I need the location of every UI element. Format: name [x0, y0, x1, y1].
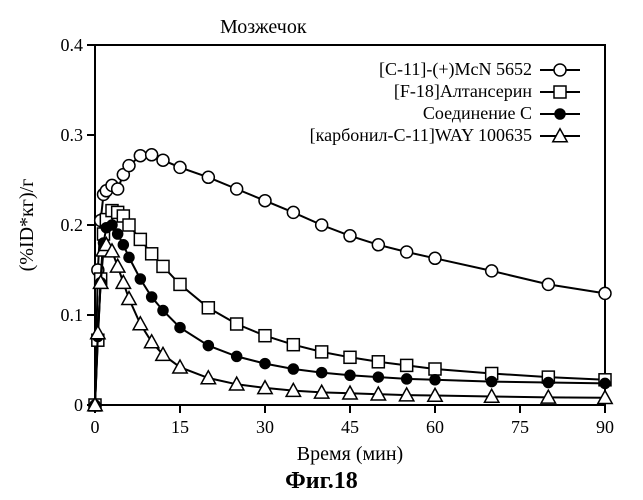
square-marker [287, 339, 299, 351]
square-marker [259, 330, 271, 342]
chart-container: 0 15 30 45 60 75 90 0 0.1 0.2 0.3 0.4 Время (мин) (%I… [0, 0, 643, 500]
circle-filled-marker [345, 370, 355, 380]
x-axis-label: Время (мин) [297, 443, 403, 465]
series-line [95, 155, 605, 405]
circle-filled-marker [600, 378, 610, 388]
square-marker [316, 346, 328, 358]
circle-open-marker [599, 287, 611, 299]
x-tick-label: 0 [91, 417, 100, 437]
circle-open-marker [486, 265, 498, 277]
square-marker [157, 260, 169, 272]
triangle-marker [173, 360, 187, 373]
circle-filled-marker [487, 377, 497, 387]
square-marker [146, 248, 158, 260]
circle-open-marker [134, 150, 146, 162]
circle-filled-marker [430, 375, 440, 385]
circle-open-marker [157, 154, 169, 166]
circle-open-marker [174, 161, 186, 173]
circle-filled-marker [260, 359, 270, 369]
square-marker [554, 86, 566, 98]
circle-filled-marker [158, 306, 168, 316]
circle-open-marker [259, 195, 271, 207]
x-tick-label: 30 [256, 417, 274, 437]
chart-svg: 0 15 30 45 60 75 90 0 0.1 0.2 0.3 0.4 Время (мин) (%I… [0, 0, 643, 500]
legend-label: Соединение C [423, 103, 532, 123]
y-tick-label: 0 [74, 395, 83, 415]
triangle-marker [110, 259, 124, 272]
square-marker [429, 363, 441, 375]
triangle-marker [144, 335, 158, 348]
square-marker [134, 233, 146, 245]
circle-filled-marker [543, 378, 553, 388]
y-tick-label: 0.4 [61, 35, 84, 55]
circle-open-marker [372, 239, 384, 251]
circle-open-marker [401, 246, 413, 258]
square-marker [202, 302, 214, 314]
circle-open-marker [429, 252, 441, 264]
circle-filled-marker [107, 220, 117, 230]
circle-open-marker [542, 278, 554, 290]
figure-caption: Фиг.18 [285, 468, 358, 494]
x-tick-label: 75 [511, 417, 529, 437]
circle-open-marker [123, 160, 135, 172]
triangle-marker [116, 275, 130, 288]
square-marker [123, 219, 135, 231]
legend-label: [F-18]Алтансерин [394, 81, 533, 101]
circle-filled-marker [232, 351, 242, 361]
x-tick-label: 90 [596, 417, 614, 437]
square-marker [401, 359, 413, 371]
circle-filled-marker [175, 323, 185, 333]
square-marker [231, 318, 243, 330]
circle-filled-marker [124, 252, 134, 262]
circle-filled-marker [135, 274, 145, 284]
circle-filled-marker [555, 109, 565, 119]
circle-filled-marker [118, 240, 128, 250]
circle-filled-marker [402, 374, 412, 384]
circle-filled-marker [113, 229, 123, 239]
x-tick-label: 60 [426, 417, 444, 437]
circle-open-marker [554, 64, 566, 76]
circle-open-marker [146, 149, 158, 161]
circle-filled-marker [203, 341, 213, 351]
circle-open-marker [202, 171, 214, 183]
circle-filled-marker [147, 292, 157, 302]
circle-filled-marker [317, 368, 327, 378]
x-tick-label: 15 [171, 417, 189, 437]
legend-label: [C-11]-(+)McN 5652 [379, 59, 532, 80]
circle-open-marker [316, 219, 328, 231]
legend-label: [карбонил-C-11]WAY 100635 [310, 125, 532, 145]
y-tick-label: 0.2 [61, 215, 84, 235]
triangle-marker [122, 292, 136, 305]
triangle-marker [133, 317, 147, 330]
y-axis-label: (%ID*кг)/г [16, 179, 38, 272]
circle-filled-marker [288, 364, 298, 374]
triangle-marker [201, 371, 215, 384]
triangle-marker [91, 326, 105, 339]
circle-open-marker [287, 206, 299, 218]
chart-title: Мозжечок [220, 16, 307, 38]
y-tick-label: 0.1 [61, 305, 84, 325]
square-marker [174, 278, 186, 290]
square-marker [344, 351, 356, 363]
y-tick-label: 0.3 [61, 125, 84, 145]
circle-open-marker [344, 230, 356, 242]
circle-filled-marker [373, 372, 383, 382]
x-tick-label: 45 [341, 417, 359, 437]
circle-open-marker [112, 183, 124, 195]
square-marker [372, 356, 384, 368]
circle-open-marker [231, 183, 243, 195]
